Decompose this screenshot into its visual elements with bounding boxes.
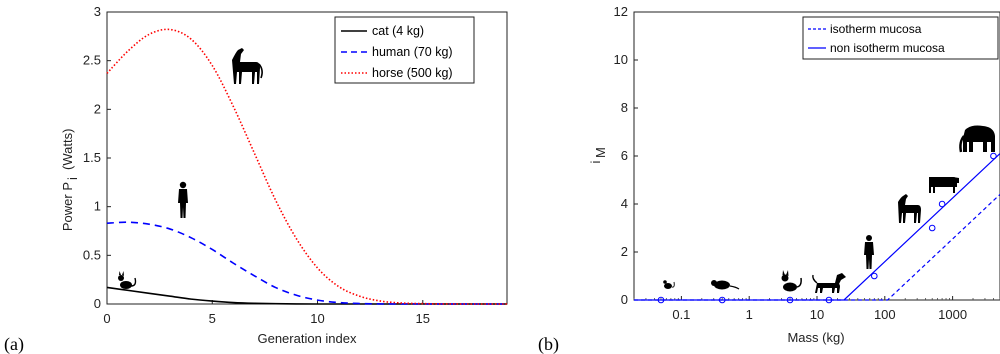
dog-icon <box>812 273 846 293</box>
panel-a-legend-box <box>334 16 475 84</box>
panel-a-xtick-label: 10 <box>310 311 324 326</box>
rat-icon <box>711 280 740 290</box>
panel-b-ytick-label: 0 <box>621 292 628 307</box>
cat-icon <box>781 270 802 292</box>
data-point-marker <box>718 296 726 304</box>
human-icon <box>178 181 188 218</box>
panel-b-xtick-label: 1000 <box>938 307 967 322</box>
panel-b-xlabel: Mass (kg) <box>787 330 844 345</box>
panel-a-ylabel-sub: i <box>65 177 80 180</box>
human-icon <box>864 235 874 269</box>
panel-b-legend: isotherm mucosa non isotherm mucosa <box>802 16 999 60</box>
panel-a-xtick-label: 0 <box>103 311 110 326</box>
panel-b-ylabel-main: i <box>588 160 603 163</box>
panel-a-ytick-label: 1.5 <box>83 150 101 165</box>
data-point-marker <box>938 200 946 208</box>
panel-a-ylabel-main: Power P <box>60 182 75 231</box>
panel-b-ytick-label: 6 <box>621 148 628 163</box>
legend-label-human: human (70 kg) <box>372 45 453 59</box>
series-line-horse <box>106 28 507 305</box>
panel-a-ytick-label: 3 <box>94 4 101 19</box>
legend-label-cat: cat (4 kg) <box>372 24 424 38</box>
mouse-icon <box>663 280 675 289</box>
data-point-marker <box>657 296 665 304</box>
panel-a-xlabel: Generation index <box>257 331 357 346</box>
data-point-marker <box>990 152 997 160</box>
series-line-non-isotherm-mucosa <box>634 153 1000 301</box>
cat-icon <box>118 271 137 289</box>
panel-a-label: (a) <box>4 334 24 354</box>
panel-b-legend-box <box>802 16 999 60</box>
panel-b-xtick-label: 1 <box>746 307 753 322</box>
panel-a-legend: cat (4 kg) human (70 kg) horse (500 kg) <box>334 16 475 84</box>
panel-a-ytick-label: 1 <box>94 199 101 214</box>
panel-b-xtick-label: 100 <box>874 307 896 322</box>
elephant-icon <box>959 125 995 153</box>
panel-a-ytick-label: 2.5 <box>83 53 101 68</box>
panel-b-xtick-label: 10 <box>810 307 824 322</box>
legend-label-isotherm: isotherm mucosa <box>830 22 922 36</box>
series-line-human <box>106 221 507 305</box>
data-point-marker <box>825 296 833 304</box>
data-point-marker <box>928 224 936 232</box>
panel-b-ytick-label: 8 <box>621 100 628 115</box>
panel-b-ytick-label: 4 <box>621 196 628 211</box>
panel-b-ytick-label: 12 <box>614 4 628 19</box>
horse-icon <box>232 48 263 84</box>
panel-a-xtick-label: 15 <box>416 311 430 326</box>
panel-b-label: (b) <box>538 334 559 354</box>
panel-a-ylabel-unit: (Watts) <box>60 129 75 170</box>
panel-b-xtick-label: 0.1 <box>672 307 690 322</box>
panel-a-chart: 0 5 10 15 0 0.5 1 1.5 2 2.5 3 Generation index Pow… <box>60 4 508 346</box>
series-line-cat <box>106 286 507 305</box>
panel-b-ylabel: i M <box>588 147 608 163</box>
panel-b-chart: 0.1 1 10 100 1000 0 2 4 6 8 10 12 Mass (kg) i M iso… <box>588 4 1000 345</box>
legend-label-non-isotherm: non isotherm mucosa <box>830 41 945 55</box>
panel-a-xtick-label: 5 <box>209 311 216 326</box>
panel-a-ytick-label: 2 <box>94 101 101 116</box>
horse-icon <box>898 194 921 223</box>
panel-b-ylabel-sub: M <box>593 147 608 158</box>
panel-a-ytick-label: 0 <box>94 296 101 311</box>
legend-label-horse: horse (500 kg) <box>372 66 453 80</box>
data-point-marker <box>786 296 794 304</box>
panel-a-ylabel: Power P i (Watts) <box>60 129 80 232</box>
panel-b-ytick-label: 2 <box>621 244 628 259</box>
cow-icon <box>929 177 959 193</box>
panel-a-ytick-label: 0.5 <box>83 247 101 262</box>
data-point-marker <box>871 272 878 280</box>
panel-b-ytick-label: 10 <box>614 52 628 67</box>
